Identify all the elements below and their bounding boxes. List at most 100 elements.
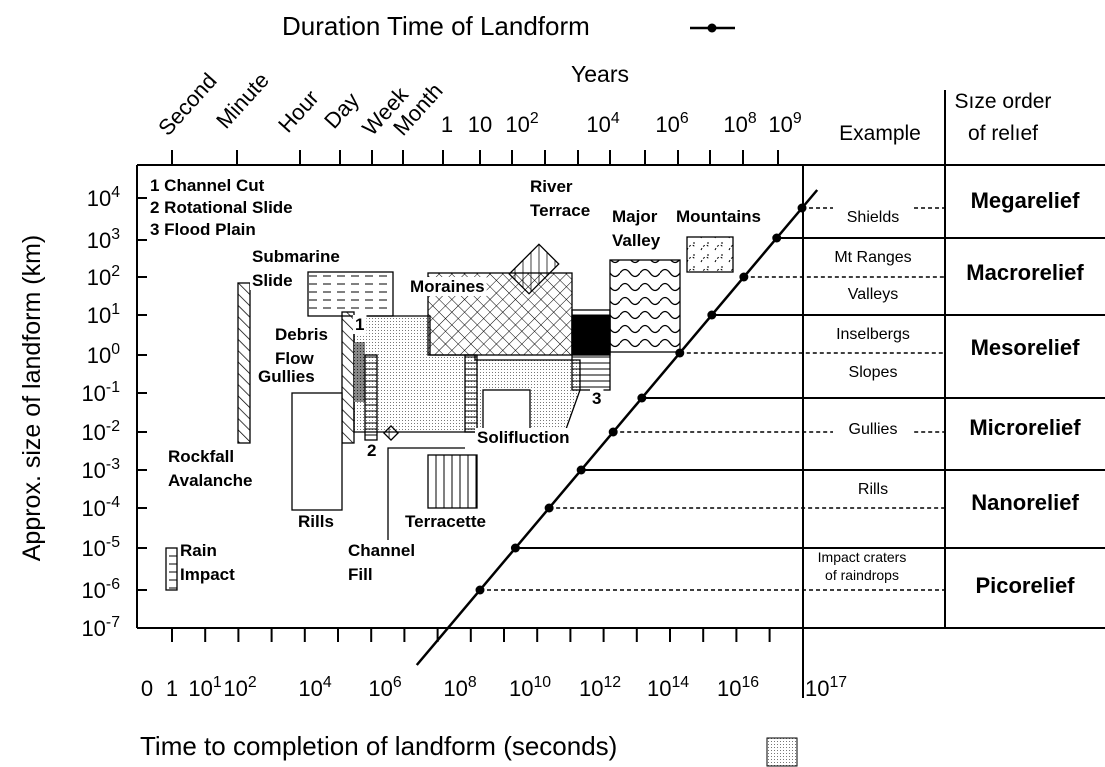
x-tick-label-base: 10 bbox=[805, 676, 829, 701]
submarine-shape bbox=[308, 272, 393, 316]
x-tick-label: 108 bbox=[443, 674, 476, 701]
duration-dot bbox=[511, 544, 520, 553]
duration-dot bbox=[577, 466, 586, 475]
x-tick-label: 104 bbox=[298, 674, 331, 701]
y-tick-label-exp: -4 bbox=[106, 494, 120, 511]
x-tick-label-base: 10 bbox=[443, 676, 467, 701]
y-tick-label-base: 10 bbox=[87, 265, 111, 290]
y-tick-label-base: 10 bbox=[81, 578, 105, 603]
example-label: Impact craters bbox=[818, 549, 907, 565]
landform-label: Terracette bbox=[405, 512, 486, 531]
x-tick-label-base: 10 bbox=[509, 676, 533, 701]
solifluction-shape bbox=[483, 390, 530, 430]
duration-dot bbox=[739, 273, 748, 282]
landform-label: Impact bbox=[180, 565, 235, 584]
year-tick-label: 106 bbox=[655, 110, 688, 137]
y-tick-label: 10-4 bbox=[81, 494, 120, 521]
landform-label: 2 bbox=[367, 441, 376, 460]
landform-diagram: Duration Time of Landform Years Example … bbox=[0, 0, 1105, 767]
y-tick-label-base: 10 bbox=[81, 496, 105, 521]
y-tick-label-exp: -1 bbox=[106, 379, 120, 396]
example-label: Slopes bbox=[849, 364, 898, 381]
x-tick-label: 102 bbox=[223, 674, 256, 701]
x-axis-label: Time to completion of landform (seconds) bbox=[140, 731, 617, 761]
time-unit-label: Hour bbox=[273, 85, 323, 137]
duration-dot bbox=[772, 234, 781, 243]
year-tick-label-base: 1 bbox=[441, 112, 453, 137]
duration-dot bbox=[798, 204, 807, 213]
year-tick-label-base: 10 bbox=[586, 112, 610, 137]
y-tick-label: 101 bbox=[87, 301, 120, 328]
landform-label: Fill bbox=[348, 565, 373, 584]
example-label: of raindrops bbox=[825, 567, 899, 583]
y-tick-label-base: 10 bbox=[81, 420, 105, 445]
landform-label: Avalanche bbox=[168, 471, 252, 490]
y-tick-label: 10-5 bbox=[81, 534, 120, 561]
legend-swatch bbox=[767, 738, 797, 766]
year-tick-label-base: 10 bbox=[723, 112, 747, 137]
relief-label: Microrelief bbox=[969, 415, 1081, 440]
valley-shape bbox=[610, 260, 680, 352]
x-tick-label-exp: 16 bbox=[741, 674, 759, 691]
years-label: Years bbox=[571, 61, 629, 87]
y-tick-label-base: 10 bbox=[87, 186, 111, 211]
x-tick-label: 1014 bbox=[647, 674, 689, 701]
y-tick-label-exp: -5 bbox=[106, 534, 120, 551]
landform-label: Rockfall bbox=[168, 447, 234, 466]
x-tick-label-base: 10 bbox=[647, 676, 671, 701]
channel-fill-shape bbox=[465, 355, 477, 432]
example-header: Example bbox=[839, 122, 921, 145]
year-tick-label-exp: 4 bbox=[611, 110, 620, 127]
landform-label: 3 bbox=[592, 389, 601, 408]
x-tick-label-exp: 1 bbox=[213, 674, 222, 691]
y-tick-label: 10-6 bbox=[81, 576, 120, 603]
x-tick-label: 0 bbox=[141, 676, 153, 701]
rockfall-shape bbox=[238, 283, 250, 443]
x-tick-label-base: 10 bbox=[579, 676, 603, 701]
x-tick-label: 1 bbox=[166, 676, 178, 701]
year-tick-label: 109 bbox=[768, 110, 801, 137]
time-unit-label: Second bbox=[153, 68, 222, 140]
gullies-shape bbox=[292, 393, 342, 510]
y-axis-label: Approx. size of landform (km) bbox=[18, 235, 46, 562]
title: Duration Time of Landform bbox=[282, 11, 590, 41]
year-tick-label-exp: 9 bbox=[793, 110, 802, 127]
example-label: Shields bbox=[847, 209, 899, 226]
legend-dot bbox=[708, 24, 717, 33]
relief-label: Macrorelief bbox=[966, 260, 1084, 285]
year-tick-label-exp: 2 bbox=[530, 110, 539, 127]
x-tick-label-base: 10 bbox=[223, 676, 247, 701]
x-tick-label: 1010 bbox=[509, 674, 551, 701]
y-tick-label-base: 10 bbox=[81, 536, 105, 561]
y-tick-label: 10-2 bbox=[81, 418, 120, 445]
debris-shape bbox=[342, 312, 354, 443]
year-tick-label: 104 bbox=[586, 110, 619, 137]
x-tick-label: 106 bbox=[368, 674, 401, 701]
x-tick-label-exp: 8 bbox=[468, 674, 477, 691]
key-item: 3 Flood Plain bbox=[150, 220, 256, 239]
y-tick-label-base: 10 bbox=[87, 228, 111, 253]
x-tick-label-base: 0 bbox=[141, 676, 153, 701]
landform-label: Debris bbox=[275, 325, 328, 344]
y-tick-label: 10-7 bbox=[81, 614, 120, 641]
landform-label: River bbox=[530, 177, 573, 196]
y-tick-label-exp: -2 bbox=[106, 418, 120, 435]
duration-dot bbox=[609, 428, 618, 437]
y-tick-label-base: 10 bbox=[81, 381, 105, 406]
landform-label: Terrace bbox=[530, 201, 590, 220]
x-tick-label: 101 bbox=[188, 674, 221, 701]
duration-dot bbox=[675, 349, 684, 358]
year-tick-label-base: 10 bbox=[505, 112, 529, 137]
year-tick-label-base: 10 bbox=[468, 112, 492, 137]
x-tick-label-exp: 4 bbox=[323, 674, 332, 691]
x-tick-label: 1016 bbox=[717, 674, 759, 701]
terrace-dark bbox=[572, 316, 610, 355]
landform-label: Mountains bbox=[676, 207, 761, 226]
terracette-shape bbox=[428, 455, 477, 508]
time-unit-label: Day bbox=[319, 88, 364, 134]
landform-label: Major bbox=[612, 207, 658, 226]
duration-dot bbox=[707, 311, 716, 320]
y-tick-label-exp: 1 bbox=[111, 301, 120, 318]
key-item: 1 Channel Cut bbox=[150, 176, 265, 195]
y-tick-label-exp: 2 bbox=[111, 263, 120, 280]
